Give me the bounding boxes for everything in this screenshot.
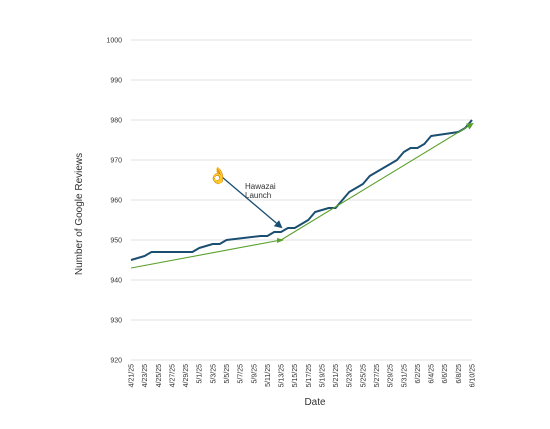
x-tick-label: 5/9/25 <box>251 364 258 384</box>
y-tick-label: 970 <box>110 158 122 165</box>
x-tick-label: 5/29/25 <box>388 364 395 387</box>
series-lines <box>130 119 474 269</box>
y-tick-label: 940 <box>110 278 122 285</box>
x-tick-label: 5/11/25 <box>265 364 272 387</box>
x-tick-label: 6/4/25 <box>429 364 436 384</box>
ok-hand-icon: 👌 <box>208 167 228 185</box>
x-tick-label: 4/21/25 <box>129 364 136 387</box>
annotation-label-line-2: Launch <box>245 191 271 200</box>
x-tick-label: 5/3/25 <box>210 364 217 384</box>
annotation-arrow <box>221 176 283 229</box>
x-tick-label: 6/2/25 <box>415 364 422 384</box>
x-tick-label: 5/23/25 <box>347 364 354 387</box>
annotation: Hawazai Launch 👌 <box>208 167 283 229</box>
x-tick-label: 4/25/25 <box>156 364 163 387</box>
y-tick-label: 920 <box>110 358 122 365</box>
x-tick-label: 5/31/25 <box>401 364 408 387</box>
x-tick-label: 5/25/25 <box>360 364 367 387</box>
x-tick-label: 4/27/25 <box>169 364 176 387</box>
x-tick-label: 4/23/25 <box>142 364 149 387</box>
x-tick-label: 6/10/25 <box>470 364 477 387</box>
x-tick-label: 5/5/25 <box>224 364 231 384</box>
y-tick-label: 980 <box>110 118 122 125</box>
x-tick-label: 6/8/25 <box>456 364 463 384</box>
y-tick-label: 1000 <box>106 38 122 45</box>
x-axis-label: Date <box>304 397 326 408</box>
y-axis-ticks: 920 930 940 950 960 970 980 990 1000 <box>106 38 122 365</box>
x-tick-label: 5/7/25 <box>238 364 245 384</box>
trend-midpoint-arrow <box>277 238 285 243</box>
x-tick-label: 5/19/25 <box>319 364 326 387</box>
svg-text:👌: 👌 <box>208 167 228 185</box>
x-tick-label: 5/15/25 <box>292 364 299 387</box>
annotation-label-line-1: Hawazai <box>245 182 276 191</box>
x-tick-label: 5/17/25 <box>306 364 313 387</box>
y-tick-label: 990 <box>110 78 122 85</box>
series-line-reviews <box>130 119 473 261</box>
x-tick-label: 6/6/25 <box>442 364 449 384</box>
y-axis-label: Number of Google Reviews <box>74 153 85 275</box>
x-tick-label: 5/21/25 <box>333 364 340 387</box>
grid-lines <box>131 39 472 361</box>
x-tick-label: 4/29/25 <box>183 364 190 387</box>
y-tick-label: 960 <box>110 198 122 205</box>
x-tick-label: 5/27/25 <box>374 364 381 387</box>
x-axis-ticks: 4/21/25 4/23/25 4/25/25 4/27/25 4/29/25 5/1/2… <box>129 364 477 387</box>
y-tick-label: 950 <box>110 238 122 245</box>
x-tick-label: 5/13/25 <box>279 364 286 387</box>
y-tick-label: 930 <box>110 318 122 325</box>
x-tick-label: 5/1/25 <box>197 364 204 384</box>
